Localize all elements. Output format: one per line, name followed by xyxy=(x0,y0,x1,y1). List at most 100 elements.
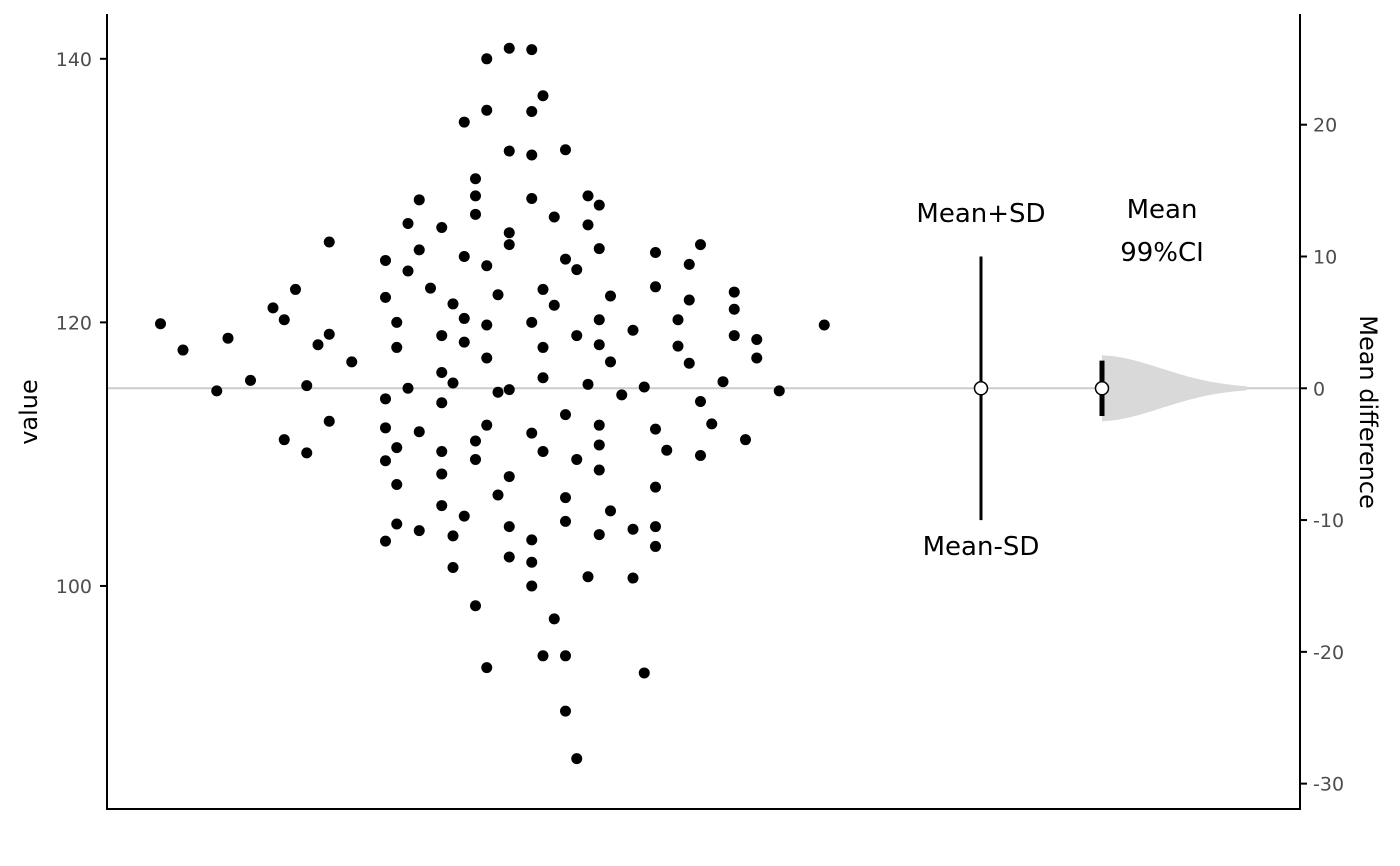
data-point xyxy=(740,434,751,446)
data-point xyxy=(436,221,448,233)
data-point xyxy=(503,471,515,483)
data-point xyxy=(278,314,290,326)
data-point xyxy=(706,418,718,430)
data-point xyxy=(481,662,493,674)
data-point xyxy=(526,193,538,205)
data-point xyxy=(751,352,763,364)
data-point xyxy=(380,254,391,266)
data-point xyxy=(155,318,166,330)
data-point xyxy=(481,53,493,65)
data-point xyxy=(492,489,504,501)
data-point xyxy=(728,330,740,342)
data-point xyxy=(301,447,313,459)
data-point xyxy=(537,650,549,662)
data-point xyxy=(380,422,391,434)
ci-label: 99%CI xyxy=(1120,238,1204,268)
data-point xyxy=(683,258,695,270)
data-point xyxy=(605,290,616,302)
y-tick-label: 140 xyxy=(56,49,92,71)
summary-layer xyxy=(973,256,1110,521)
data-point xyxy=(661,444,673,456)
data-point xyxy=(582,378,594,390)
data-point xyxy=(526,534,538,546)
points-layer xyxy=(155,42,830,765)
left-ticks: 100 120 140 xyxy=(56,49,107,598)
mean-plus-sd-label: Mean+SD xyxy=(916,199,1045,229)
data-point xyxy=(560,144,571,156)
data-point xyxy=(571,453,583,465)
data-point xyxy=(526,44,538,56)
data-point xyxy=(537,283,549,295)
y2-tick-label: 0 xyxy=(1313,378,1325,400)
data-point xyxy=(436,366,448,378)
data-point xyxy=(447,377,459,389)
data-point xyxy=(526,427,538,439)
data-point xyxy=(627,324,639,336)
right-ticks: -30 -20 -10 0 10 20 xyxy=(1300,115,1344,796)
data-point xyxy=(458,336,470,348)
data-point xyxy=(413,525,425,537)
data-point xyxy=(593,464,605,476)
data-point xyxy=(571,753,583,765)
data-point xyxy=(267,302,279,314)
data-point xyxy=(346,356,358,368)
data-point xyxy=(650,521,661,533)
data-point xyxy=(391,478,403,490)
y2-tick-label: -10 xyxy=(1313,510,1344,532)
data-point xyxy=(616,389,628,401)
data-point xyxy=(436,397,448,409)
data-point xyxy=(818,319,830,331)
data-point xyxy=(481,419,493,431)
data-point xyxy=(672,340,684,352)
data-point xyxy=(402,265,414,277)
data-point xyxy=(323,236,335,248)
data-point xyxy=(773,385,785,397)
data-point xyxy=(526,580,538,592)
data-point xyxy=(717,376,729,388)
data-point xyxy=(503,145,515,157)
data-point xyxy=(560,492,571,504)
mean-marker xyxy=(973,381,989,396)
mean-difference-marker xyxy=(1094,381,1110,396)
data-point xyxy=(211,385,223,397)
data-point xyxy=(402,218,414,230)
data-point xyxy=(458,116,470,128)
data-point xyxy=(481,104,493,116)
data-point xyxy=(650,247,661,259)
data-point xyxy=(470,173,481,185)
data-point xyxy=(470,435,481,447)
data-point xyxy=(278,434,290,446)
data-point xyxy=(177,344,189,356)
y2-tick-label: 10 xyxy=(1313,246,1337,268)
data-point xyxy=(380,455,391,467)
data-point xyxy=(548,299,560,311)
data-point xyxy=(391,341,403,353)
data-point xyxy=(582,219,594,231)
data-point xyxy=(593,243,605,255)
data-point xyxy=(537,446,549,458)
y-axis-title: value xyxy=(15,379,43,445)
axes: 100 120 140 -30 -20 -10 0 10 20 value Mean diff… xyxy=(15,14,1382,810)
data-point xyxy=(436,446,448,458)
data-point xyxy=(447,530,459,542)
data-point xyxy=(560,515,571,527)
data-point xyxy=(728,303,740,315)
data-point xyxy=(458,510,470,522)
data-point xyxy=(548,211,560,223)
data-point xyxy=(548,613,560,625)
data-point xyxy=(447,562,459,574)
y2-tick-label: 20 xyxy=(1313,115,1337,137)
data-point xyxy=(380,291,391,303)
data-point xyxy=(683,294,695,306)
data-point xyxy=(436,330,448,342)
data-point xyxy=(447,298,459,310)
data-point xyxy=(560,650,571,662)
ci-density-curve xyxy=(1102,355,1247,422)
data-point xyxy=(481,260,493,272)
data-point xyxy=(323,328,335,340)
data-point xyxy=(650,481,661,493)
data-point xyxy=(222,332,234,344)
data-point xyxy=(470,600,481,612)
data-point xyxy=(537,341,549,353)
